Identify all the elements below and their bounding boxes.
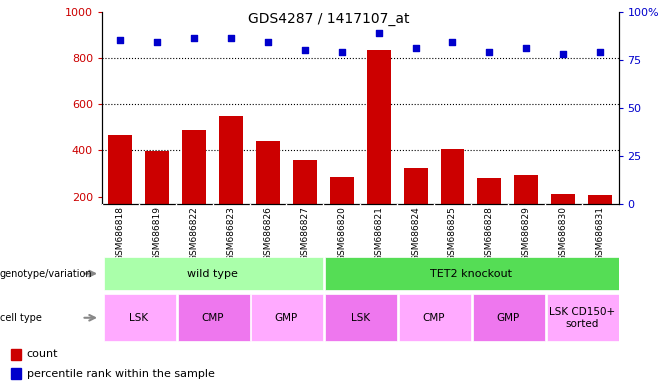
Text: GSM686827: GSM686827 <box>301 206 309 261</box>
Text: GSM686820: GSM686820 <box>338 206 346 261</box>
Text: cell type: cell type <box>0 313 42 323</box>
Text: GMP: GMP <box>275 313 298 323</box>
Bar <box>104 295 176 341</box>
Bar <box>178 295 249 341</box>
Point <box>336 49 347 55</box>
Bar <box>547 295 619 341</box>
Bar <box>182 130 206 243</box>
Text: GDS4287 / 1417107_at: GDS4287 / 1417107_at <box>248 12 410 25</box>
Bar <box>293 160 317 243</box>
Text: GSM686831: GSM686831 <box>595 206 605 261</box>
Text: GSM686826: GSM686826 <box>263 206 272 261</box>
Text: percentile rank within the sample: percentile rank within the sample <box>26 369 215 379</box>
Bar <box>330 177 354 243</box>
Point <box>558 51 569 57</box>
Bar <box>11 349 21 360</box>
Point <box>447 39 458 45</box>
Point <box>115 37 126 43</box>
Point <box>263 39 273 45</box>
Point <box>299 47 310 53</box>
Bar <box>551 194 575 243</box>
Point <box>595 49 605 55</box>
Point <box>152 39 163 45</box>
Bar <box>251 295 323 341</box>
Point <box>226 35 236 41</box>
Point <box>374 30 384 36</box>
Bar <box>478 178 501 243</box>
Text: count: count <box>26 349 58 359</box>
Text: genotype/variation: genotype/variation <box>0 268 93 279</box>
Text: GSM686822: GSM686822 <box>190 206 199 261</box>
Text: LSK: LSK <box>351 313 370 323</box>
Text: GSM686824: GSM686824 <box>411 206 420 261</box>
Text: GSM686828: GSM686828 <box>485 206 494 261</box>
Text: GSM686819: GSM686819 <box>153 206 162 261</box>
Bar <box>104 257 323 290</box>
Text: LSK: LSK <box>130 313 149 323</box>
Text: CMP: CMP <box>423 313 445 323</box>
Point <box>411 45 421 51</box>
Point <box>484 49 495 55</box>
Point <box>189 35 199 41</box>
Bar <box>399 295 471 341</box>
Bar <box>440 149 465 243</box>
Text: GSM686825: GSM686825 <box>448 206 457 261</box>
Text: GSM686821: GSM686821 <box>374 206 383 261</box>
Bar <box>219 116 243 243</box>
Bar <box>515 175 538 243</box>
Text: CMP: CMP <box>201 313 224 323</box>
Bar <box>11 368 21 379</box>
Bar <box>256 141 280 243</box>
Text: GSM686823: GSM686823 <box>226 206 236 261</box>
Bar <box>325 295 397 341</box>
Bar <box>403 168 428 243</box>
Bar <box>588 195 612 243</box>
Point <box>521 45 532 51</box>
Text: LSK CD150+
sorted: LSK CD150+ sorted <box>549 307 615 329</box>
Bar <box>145 151 169 243</box>
Text: wild type: wild type <box>188 268 238 279</box>
Bar <box>325 257 619 290</box>
Text: GMP: GMP <box>496 313 519 323</box>
Bar <box>473 295 545 341</box>
Text: TET2 knockout: TET2 knockout <box>430 268 512 279</box>
Bar <box>367 50 391 243</box>
Bar <box>109 135 132 243</box>
Text: GSM686818: GSM686818 <box>116 206 125 261</box>
Text: GSM686830: GSM686830 <box>559 206 568 261</box>
Text: GSM686829: GSM686829 <box>522 206 531 261</box>
